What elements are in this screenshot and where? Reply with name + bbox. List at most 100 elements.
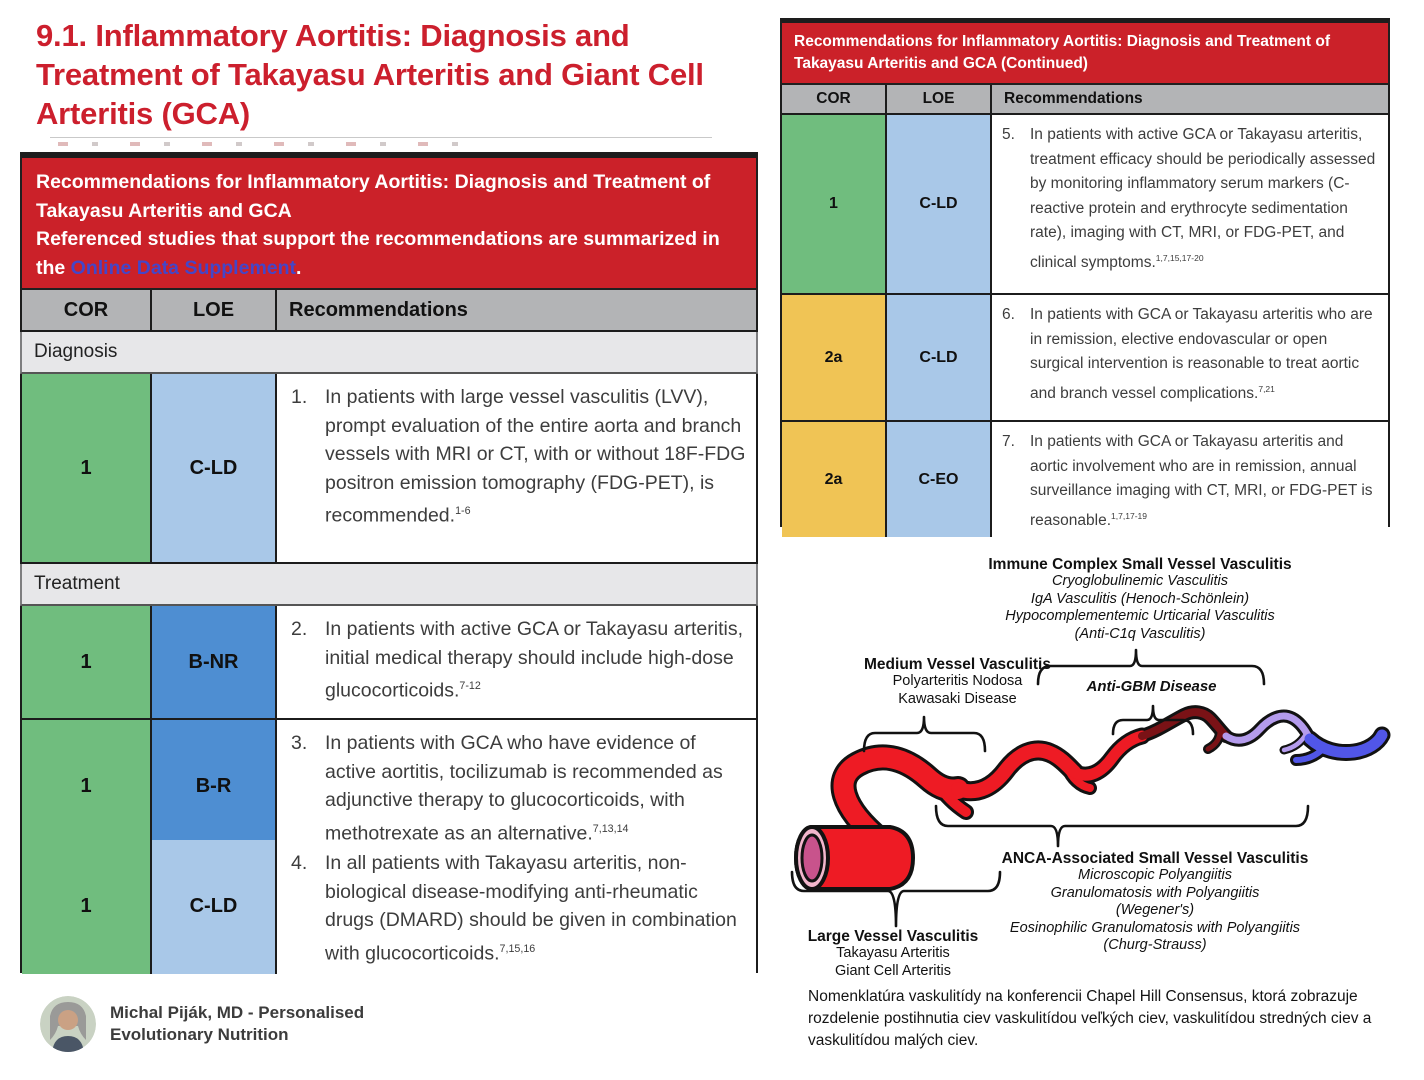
loe-value: C-EO xyxy=(918,470,959,488)
recommendation-cell: 6. In patients with GCA or Takayasu arter… xyxy=(992,295,1388,420)
recommendation-body: In patients with active GCA or Takayasu … xyxy=(325,618,743,702)
vessel-vasculitis-diagram: Immune Complex Small Vessel Vasculitis C… xyxy=(780,550,1424,984)
loe-cell: C-EO xyxy=(887,422,992,538)
recommendation-text: In patients with large vessel vasculitis… xyxy=(325,383,748,556)
reference-superscript: 1-6 xyxy=(455,505,471,517)
cor-cell: 1 xyxy=(22,840,152,974)
loe-cell: C-LD xyxy=(152,374,277,562)
reference-superscript: 1,7,17-19 xyxy=(1111,510,1147,521)
table-title-banner: Recommendations for Inflammatory Aortiti… xyxy=(780,18,1390,85)
recommendation-text: In patients with active GCA or Takayasu … xyxy=(325,615,748,712)
anca-item: Eosinophilic Granulomatosis with Polyang… xyxy=(1009,919,1301,936)
cor-cell: 1 xyxy=(782,115,887,293)
medium-vessel-label: Medium Vessel Vasculitis Polyarteritis N… xyxy=(850,656,1065,708)
recommendation-cell: 5. In patients with active GCA or Takayas… xyxy=(992,115,1388,293)
recommendation-cell: 3. In patients with GCA who have evidence… xyxy=(277,720,756,854)
table-row: 2a C-EO 7. In patients with GCA or Takaya… xyxy=(780,422,1390,538)
recommendations-table-main: Recommendations for Inflammatory Aortiti… xyxy=(20,152,758,974)
page-title: 9.1. Inflammatory Aortitis: Diagnosis an… xyxy=(36,18,704,131)
cor-value: 2a xyxy=(824,348,843,366)
immune-item: Cryoglobulinemic Vasculitis xyxy=(1052,573,1228,589)
column-header-cor: COR xyxy=(782,85,887,113)
reference-superscript: 7,13,14 xyxy=(592,822,629,835)
immune-item: IgA Vasculitis (Henoch-Schönlein) xyxy=(1030,590,1250,607)
anca-title: ANCA-Associated Small Vessel Vasculitis xyxy=(1001,850,1309,867)
reference-superscript: 7-12 xyxy=(459,680,481,692)
title-divider xyxy=(50,137,712,138)
reference-note-text: Referenced studies that support the reco… xyxy=(36,228,720,279)
recommendation-number: 2. xyxy=(291,618,308,640)
online-data-supplement-link[interactable]: Online Data Supplement xyxy=(70,256,297,279)
table-title-banner: Recommendations for Inflammatory Aortiti… xyxy=(20,152,758,290)
column-header-recommendations: Recommendations xyxy=(289,298,468,321)
column-header-cor: COR xyxy=(22,290,152,330)
recommendation-text: In patients with GCA or Takayasu arterit… xyxy=(1030,430,1382,533)
cor-cell: 1 xyxy=(22,720,152,854)
medium-vessel-item: Polyarteritis Nodosa xyxy=(892,673,1023,689)
large-vessel-title: Large Vessel Vasculitis xyxy=(807,928,979,945)
cor-value: 1 xyxy=(80,650,92,673)
immune-complex-title: Immune Complex Small Vessel Vasculitis xyxy=(988,556,1292,573)
immune-item: Hypocomplementemic Urticarial Vasculitis xyxy=(1005,608,1275,624)
loe-value: C-LD xyxy=(189,895,238,918)
author-name-line2: Evolutionary Nutrition xyxy=(110,1025,289,1044)
cor-value: 1 xyxy=(829,195,838,212)
author-name-line1: Michal Piják, MD - Personalised xyxy=(110,1003,365,1022)
author-avatar xyxy=(40,996,96,1052)
column-header-row: COR LOE Recommendations xyxy=(780,85,1390,115)
table-row: 1 B-NR 2. In patients with active GCA or … xyxy=(20,606,758,720)
medium-vessel-item: Kawasaki Disease xyxy=(898,690,1017,707)
recommendation-body: In patients with GCA or Takayasu arterit… xyxy=(1030,433,1373,529)
reference-superscript: 7,21 xyxy=(1258,383,1275,394)
table-reference-note: Referenced studies that support the reco… xyxy=(36,225,742,282)
recommendation-text: In patients with GCA who have evidence o… xyxy=(325,729,748,848)
loe-value: C-LD xyxy=(919,195,958,212)
vessel-diagram-graphic xyxy=(790,648,1391,928)
loe-cell: C-LD xyxy=(152,840,277,974)
anti-gbm-label: Anti-GBM Disease xyxy=(1086,678,1217,695)
loe-value: C-LD xyxy=(919,348,958,366)
reference-superscript: 1,7,15,17-20 xyxy=(1155,252,1204,263)
cropped-text-fragment xyxy=(58,142,488,146)
author-byline: Michal Piják, MD - Personalised Evolutio… xyxy=(40,996,364,1052)
recommendation-cell: 1. In patients with large vessel vasculit… xyxy=(277,374,756,562)
loe-cell: B-NR xyxy=(152,606,277,718)
recommendation-body: In patients with GCA or Takayasu arterit… xyxy=(1030,306,1373,402)
anca-label: ANCA-Associated Small Vessel Vasculitis … xyxy=(945,850,1365,955)
section-band-treatment: Treatment xyxy=(20,564,758,606)
section-band-diagnosis: Diagnosis xyxy=(20,332,758,374)
column-header-loe: LOE xyxy=(887,85,992,113)
column-header-recommendations: Recommendations xyxy=(1004,90,1143,107)
recommendation-body: In patients with large vessel vasculitis… xyxy=(325,386,746,527)
recommendation-text: In all patients with Takayasu arteritis,… xyxy=(325,849,748,968)
avatar-image xyxy=(40,996,96,1052)
cor-cell: 1 xyxy=(22,374,152,562)
table-title: Recommendations for Inflammatory Aortiti… xyxy=(794,33,1330,72)
recommendation-body: In patients with GCA who have evidence o… xyxy=(325,732,723,844)
loe-value: B-NR xyxy=(188,650,239,673)
recommendation-number: 7. xyxy=(1002,433,1015,450)
table-row: 2a C-LD 6. In patients with GCA or Takaya… xyxy=(780,295,1390,422)
large-vessel-item: Giant Cell Arteritis xyxy=(834,962,952,979)
large-vessel-item: Takayasu Arteritis xyxy=(836,945,950,961)
anca-item: Microscopic Polyangiitis xyxy=(1078,867,1232,883)
cor-cell: 2a xyxy=(782,295,887,420)
table-row: 1 C-LD 5. In patients with active GCA or … xyxy=(780,115,1390,295)
recommendation-text: In patients with active GCA or Takayasu … xyxy=(1030,123,1382,289)
recommendation-number: 6. xyxy=(1002,306,1015,323)
medium-vessel-title: Medium Vessel Vasculitis xyxy=(864,656,1051,673)
large-vessel-label: Large Vessel Vasculitis Takayasu Arterit… xyxy=(793,928,993,980)
cor-value: 1 xyxy=(80,895,92,918)
recommendation-number: 4. xyxy=(291,852,308,874)
recommendation-number: 1. xyxy=(291,386,308,408)
reference-superscript: 7,15,16 xyxy=(499,942,536,955)
recommendation-number: 3. xyxy=(291,732,308,754)
loe-cell: B-R xyxy=(152,720,277,854)
column-header-loe: LOE xyxy=(152,290,277,330)
diagram-caption: Nomenklatúra vaskulitídy na konferencii … xyxy=(808,988,1372,1049)
loe-cell: C-LD xyxy=(887,295,992,420)
recommendation-cell: 2. In patients with active GCA or Takayas… xyxy=(277,606,756,718)
cor-cell: 2a xyxy=(782,422,887,538)
recommendation-number: 5. xyxy=(1002,126,1015,143)
table-title: Recommendations for Inflammatory Aortiti… xyxy=(36,171,711,222)
